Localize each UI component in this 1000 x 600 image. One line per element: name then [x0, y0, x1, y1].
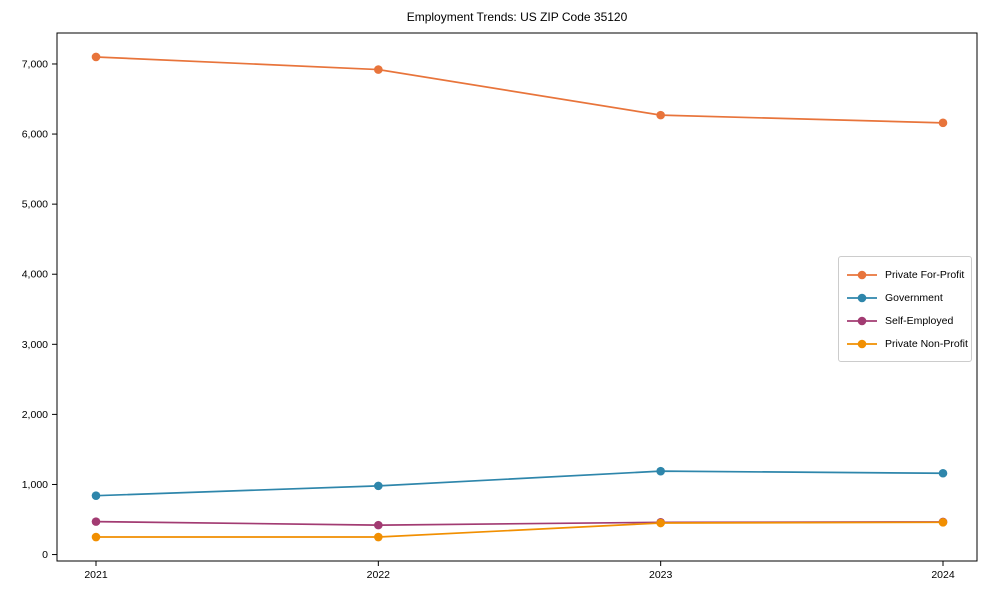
- series-line: [95, 56, 944, 124]
- legend-item-private-non-profit: Private Non-Profit: [846, 332, 968, 355]
- legend-marker-icon: [847, 316, 877, 325]
- x-tick-label: 2021: [84, 569, 108, 581]
- y-tick-label: 2,000: [22, 409, 48, 421]
- data-point: [374, 520, 383, 530]
- plot-area-border: [56, 32, 978, 562]
- y-tick-label: 6,000: [22, 129, 48, 141]
- chart-title: Employment Trends: US ZIP Code 35120: [406, 10, 628, 24]
- series-line: [96, 521, 944, 538]
- y-tick-label: 5,000: [22, 199, 48, 211]
- y-tick-label: 0: [42, 549, 48, 561]
- chart-legend: Private For-Profit Government Self-Emplo…: [838, 256, 972, 362]
- series-government: [91, 466, 948, 500]
- data-point: [938, 468, 948, 478]
- x-tick-label: 2023: [649, 569, 673, 581]
- legend-label: Private For-Profit: [885, 268, 965, 281]
- series-private-for-profit: [91, 52, 948, 128]
- y-tick-label: 7,000: [22, 58, 48, 70]
- legend-marker-icon: [847, 339, 877, 348]
- data-point: [938, 118, 948, 128]
- data-point: [656, 466, 665, 476]
- data-point: [938, 518, 948, 527]
- y-tick-label: 1,000: [22, 479, 48, 491]
- data-point: [656, 518, 665, 528]
- legend-item-government: Government: [846, 286, 963, 309]
- legend-label: Government: [885, 291, 943, 304]
- legend-item-private-for-profit: Private For-Profit: [846, 263, 965, 286]
- y-tick-label: 3,000: [22, 339, 48, 351]
- data-point: [656, 110, 665, 120]
- legend-marker-icon: [847, 293, 877, 302]
- y-tick-label: 4,000: [22, 269, 48, 281]
- legend-label: Self-Employed: [885, 314, 954, 327]
- x-tick-label: 2022: [367, 569, 391, 581]
- legend-item-self-employed: Self-Employed: [846, 309, 963, 332]
- data-point: [91, 532, 101, 542]
- series-line: [95, 470, 944, 497]
- x-tick-label: 2024: [931, 569, 955, 581]
- data-point: [374, 532, 383, 542]
- data-point: [374, 65, 383, 74]
- series-private-non-profit: [91, 518, 948, 542]
- data-point: [374, 481, 383, 491]
- legend-marker-icon: [847, 270, 877, 279]
- legend-label: Private Non-Profit: [885, 337, 968, 350]
- data-point: [91, 491, 101, 500]
- data-point: [91, 52, 101, 62]
- data-point: [91, 517, 101, 526]
